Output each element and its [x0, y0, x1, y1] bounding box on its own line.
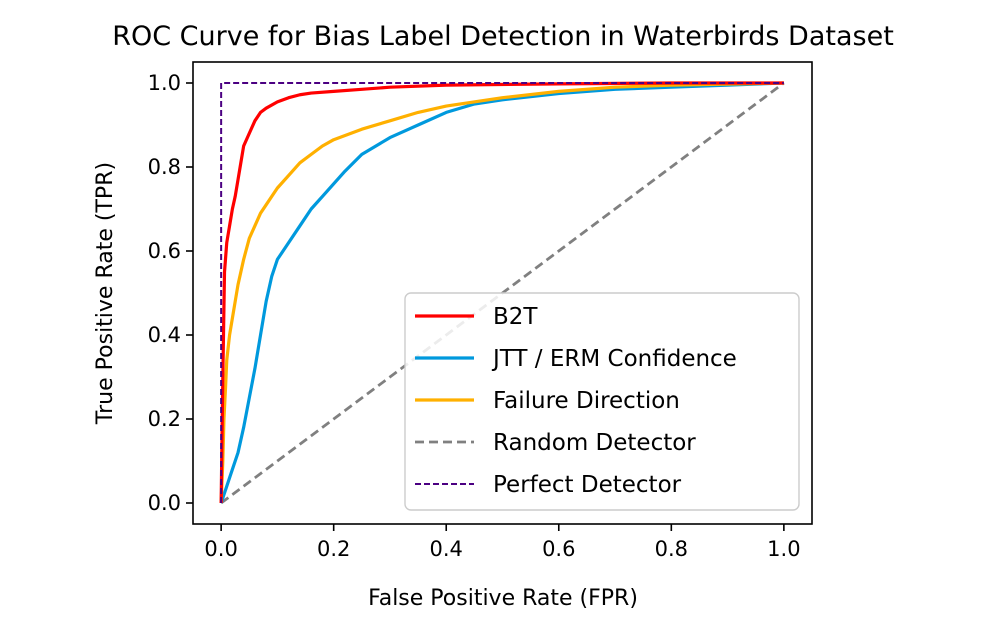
- legend-label-3: Random Detector: [493, 430, 696, 456]
- x-tick-label: 0.8: [655, 537, 688, 561]
- x-tick-label: 0.0: [204, 537, 237, 561]
- y-tick-label: 0.6: [148, 239, 181, 263]
- legend-box: [404, 292, 800, 511]
- x-tick-label: 1.0: [767, 537, 800, 561]
- series-line-0: [219, 81, 784, 504]
- y-tick-label: 1.0: [148, 71, 181, 95]
- legend-label-2: Failure Direction: [493, 388, 680, 414]
- series-line-1: [219, 81, 784, 504]
- y-tick-label: 0.0: [148, 491, 181, 515]
- legend-label-0: B2T: [493, 304, 538, 330]
- x-tick-label: 0.6: [542, 537, 575, 561]
- legend: B2T JTT / ERM Confidence Failure Direction…: [404, 292, 800, 511]
- y-tick-label: 0.4: [148, 323, 181, 347]
- legend-label-1: JTT / ERM Confidence: [491, 346, 737, 372]
- x-tick-label: 0.2: [317, 537, 350, 561]
- y-axis: 0.0 0.2 0.4 0.6 0.8 1.0: [148, 71, 193, 515]
- chart-title: ROC Curve for Bias Label Detection in Wa…: [112, 21, 894, 52]
- x-axis-label: False Positive Rate (FPR): [368, 586, 638, 611]
- series-line-2: [219, 81, 784, 504]
- x-tick-label: 0.4: [430, 537, 463, 561]
- y-tick-label: 0.2: [148, 407, 181, 431]
- y-tick-label: 0.8: [148, 155, 181, 179]
- legend-label-4: Perfect Detector: [493, 472, 682, 498]
- series-line-4: [220, 82, 784, 503]
- y-axis-label: True Positive Rate (TPR): [93, 162, 118, 425]
- x-axis: 0.0 0.2 0.4 0.6 0.8 1.0: [204, 524, 801, 561]
- plot-frame: [192, 61, 813, 525]
